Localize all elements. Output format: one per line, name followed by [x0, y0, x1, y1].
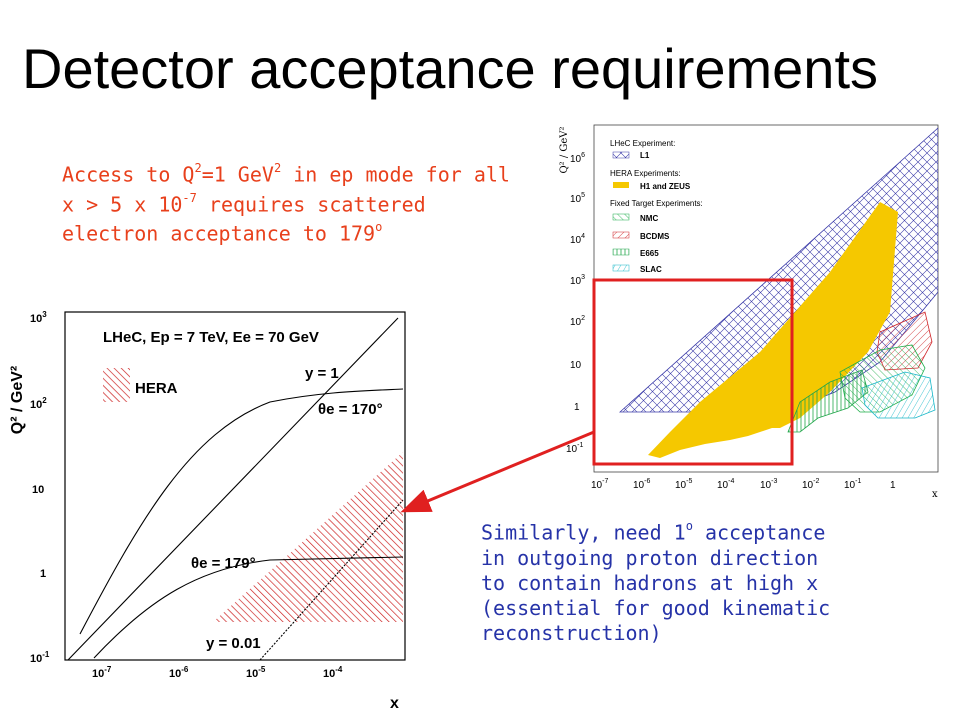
note-line-3: to contain hadrons at high x: [481, 570, 819, 595]
slide-title: Detector acceptance requirements: [22, 37, 878, 100]
hera-legend-label: HERA: [135, 380, 178, 397]
lhec-kinematic-chart: 103 102 10 1 10-1 10-7 10-6 10-5 10-4 x …: [9, 310, 406, 712]
x-tick: 10-7: [591, 478, 608, 491]
x-tick: 10-2: [802, 478, 819, 491]
note-line-4: (essential for good kinematic: [481, 595, 831, 620]
legend-swatch-nmc: [612, 213, 630, 221]
x-tick: 10-3: [760, 478, 777, 491]
y-tick: 10-1: [566, 442, 583, 455]
y-tick: 102: [30, 396, 47, 411]
y-axis-label: Q² / GeV²: [9, 366, 26, 434]
legend-label-l1: L1: [640, 151, 650, 160]
label-y1: y = 1: [305, 365, 339, 382]
x-axis-label: x: [932, 489, 938, 500]
y-tick: 104: [570, 233, 585, 246]
y-tick: 102: [570, 315, 585, 328]
legend-swatch-l1: [612, 151, 630, 159]
x-tick: 10-6: [633, 478, 650, 491]
coverage-chart: 106 105 104 103 102 10 1 10-1 10-7 10-6 …: [559, 124, 939, 500]
hera-region: [213, 452, 403, 622]
x-tick: 10-6: [169, 665, 189, 680]
y-tick: 10-1: [30, 650, 50, 665]
note-line-1: Similarly, need 1o acceptance: [481, 519, 826, 545]
legend-swatch-slac: [612, 264, 630, 272]
note-line-1: Access to Q2=1 GeV2 in ep mode for all: [62, 161, 510, 187]
electron-acceptance-note: Access to Q2=1 GeV2 in ep mode for all x…: [62, 158, 510, 247]
x-tick: 10-5: [246, 665, 266, 680]
x-tick: 1: [890, 480, 896, 491]
note-line-2: in outgoing proton direction: [481, 545, 819, 570]
legend-label-nmc: NMC: [640, 214, 658, 223]
legend-label-hera: H1 and ZEUS: [640, 182, 691, 191]
legend-heading: Fixed Target Experiments:: [610, 199, 703, 208]
x-tick: 10-4: [323, 665, 343, 680]
note-line-5: reconstruction): [481, 620, 662, 645]
plot-frame: [64, 311, 406, 661]
chart-title: LHeC, Ep = 7 TeV, Ee = 70 GeV: [103, 329, 319, 346]
label-y001: y = 0.01: [206, 635, 261, 652]
slac-region: [861, 371, 936, 419]
x-ticks: 10-7 10-6 10-5 10-4: [92, 665, 343, 680]
legend: LHeC Experiment: L1 HERA Experiments: H1…: [610, 139, 703, 274]
proton-acceptance-note: Similarly, need 1o acceptance in outgoin…: [481, 516, 830, 646]
legend-heading: LHeC Experiment:: [610, 139, 675, 148]
legend-label-bcdms: BCDMS: [640, 232, 670, 241]
legend-swatch-hera: [613, 182, 629, 188]
x-ticks: 10-7 10-6 10-5 10-4 10-3 10-2 10-1 1: [591, 478, 896, 491]
x-tick: 10-4: [717, 478, 734, 491]
y-ticks: 103 102 10 1 10-1: [30, 310, 50, 665]
y-tick: 105: [570, 192, 585, 205]
y-ticks: 106 105 104 103 102 10 1 10-1: [566, 152, 585, 455]
legend-heading: HERA Experiments:: [610, 169, 681, 178]
x-tick: 10-1: [844, 478, 861, 491]
curve-theta170: [79, 388, 404, 635]
y-tick: 10: [570, 360, 582, 371]
legend-label-slac: SLAC: [640, 265, 662, 274]
e665-region: [787, 369, 869, 433]
y-tick: 106: [570, 152, 585, 165]
legend-swatch-e665: [612, 248, 630, 256]
y-tick: 103: [30, 310, 47, 325]
legend-swatch-bcdms: [612, 231, 630, 239]
curve-theta179: [93, 556, 404, 659]
curve-y1: [67, 317, 399, 660]
x-tick: 10-5: [675, 478, 692, 491]
y-tick: 1: [574, 402, 580, 413]
note-line-3: electron acceptance to 179o: [62, 220, 383, 246]
y-tick: 103: [570, 274, 585, 287]
legend-label-e665: E665: [640, 249, 659, 258]
hera-legend-swatch: [103, 368, 130, 402]
y-axis-label: Q² / GeV²: [559, 126, 570, 173]
label-theta179: θe = 179°: [191, 555, 256, 572]
x-axis-label: x: [390, 695, 399, 712]
note-line-2: x > 5 x 10-7 requires scattered: [62, 190, 426, 217]
label-theta170: θe = 170°: [318, 401, 383, 418]
y-tick: 10: [32, 484, 44, 496]
x-tick: 10-7: [92, 665, 112, 680]
curve-y001: [259, 499, 404, 660]
y-tick: 1: [40, 568, 46, 580]
